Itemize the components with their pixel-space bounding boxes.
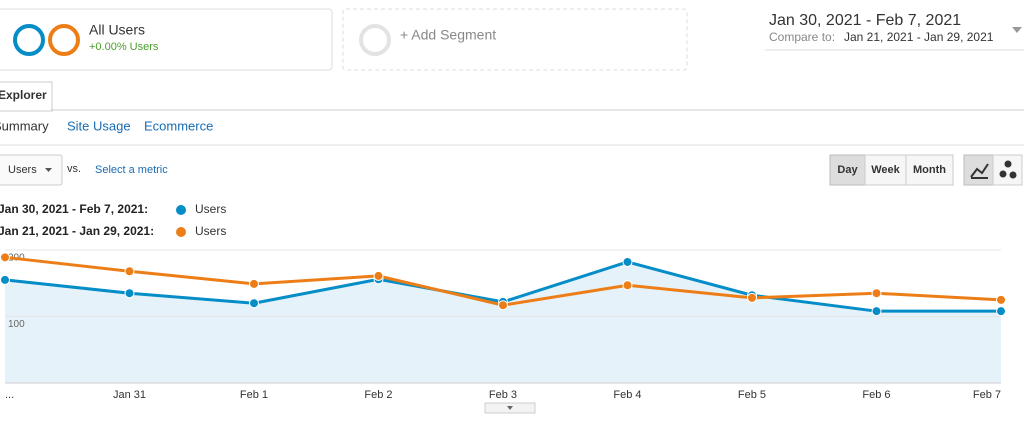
x-tick-label: Feb 5 <box>738 389 766 401</box>
point <box>124 288 135 299</box>
x-tick-label: Feb 3 <box>489 389 517 401</box>
compare-label: Compare to: <box>769 30 835 44</box>
compare-range: Jan 21, 2021 - Jan 29, 2021 <box>844 30 994 44</box>
motion-chart-button[interactable] <box>992 154 1023 186</box>
add-segment[interactable] <box>342 8 688 71</box>
x-tick-label: Feb 2 <box>364 389 392 401</box>
point <box>124 266 135 277</box>
icon <box>999 170 1007 178</box>
x-tick-label: Feb 4 <box>613 389 641 401</box>
button[interactable] <box>905 154 954 186</box>
dropdown-arrow <box>45 168 52 172</box>
metric-dropdown[interactable] <box>0 154 63 186</box>
button-label[interactable]: Month <box>913 164 946 176</box>
x-tick-label: Feb 6 <box>862 389 890 401</box>
subtab[interactable]: Site Usage <box>67 118 131 133</box>
legend-period: Jan 30, 2021 - Feb 7, 2021: <box>0 202 148 216</box>
segment-icon <box>359 24 391 56</box>
segment-icon <box>48 24 80 56</box>
point <box>0 252 10 263</box>
segment-title: All Users <box>89 22 145 38</box>
point <box>996 294 1006 305</box>
tab-label[interactable]: Explorer <box>0 88 47 102</box>
area <box>5 261 1001 383</box>
segment-box[interactable] <box>0 8 333 71</box>
x-tick-label: Jan 31 <box>113 389 146 401</box>
point <box>871 306 882 317</box>
point <box>622 256 633 267</box>
point <box>0 274 10 285</box>
x-tick-label: Feb 7 <box>973 389 1001 401</box>
add-segment-label[interactable]: + Add Segment <box>400 27 496 43</box>
legend-marker <box>176 227 186 237</box>
legend-period: Jan 21, 2021 - Jan 29, 2021: <box>0 224 154 238</box>
button-label[interactable]: Day <box>837 164 858 176</box>
point <box>871 288 882 299</box>
legend-label: Users <box>195 202 226 216</box>
icon <box>507 406 513 410</box>
date-range[interactable]: Jan 30, 2021 - Feb 7, 2021 <box>769 12 961 29</box>
icon <box>1004 160 1012 168</box>
segment-subtitle: +0.00% Users <box>89 41 159 53</box>
segment-icon <box>13 24 45 56</box>
subtab[interactable]: Summary <box>0 118 49 133</box>
point <box>747 292 757 303</box>
point <box>249 278 259 289</box>
metric-label[interactable]: Users <box>8 164 37 176</box>
legend-marker <box>176 205 186 215</box>
y-tick-label: 100 <box>8 319 25 330</box>
select-metric[interactable]: Select a metric <box>95 164 168 176</box>
date-dropdown[interactable] <box>1012 27 1022 33</box>
icon <box>1009 171 1017 179</box>
icon <box>970 163 989 179</box>
legend-label: Users <box>195 224 226 238</box>
x-tick-label: ... <box>5 389 14 401</box>
button-label[interactable]: Week <box>871 164 900 176</box>
point <box>996 306 1006 317</box>
point <box>498 300 508 311</box>
point <box>622 280 633 291</box>
subtab[interactable]: Ecommerce <box>144 118 213 133</box>
point <box>249 298 259 309</box>
x-tick-label: Feb 1 <box>240 389 268 401</box>
point <box>373 270 384 281</box>
vs-label: vs. <box>67 163 81 175</box>
tab[interactable] <box>0 81 53 112</box>
